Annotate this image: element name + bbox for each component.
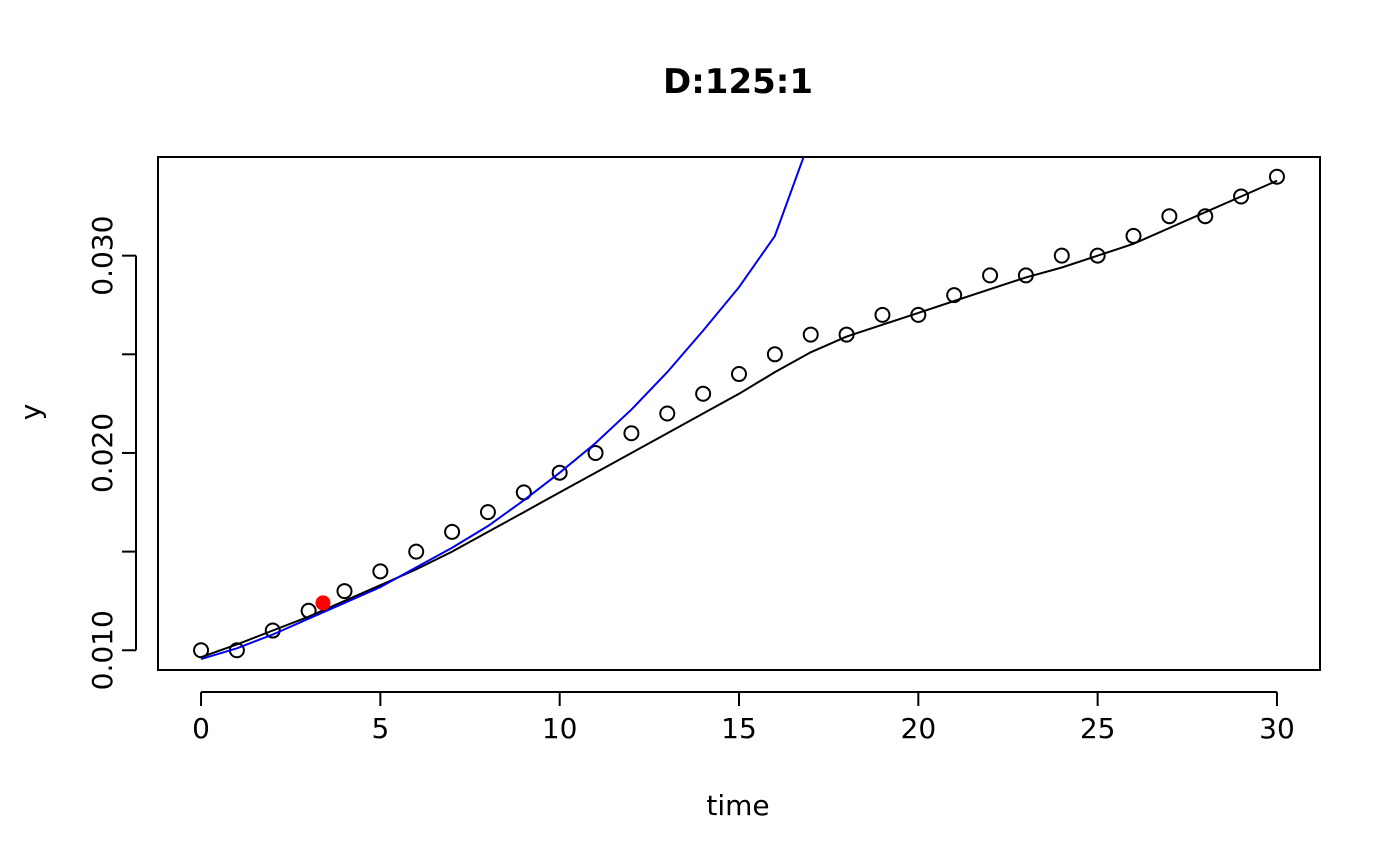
- data-point: [1161, 208, 1178, 225]
- data-point: [444, 523, 461, 540]
- x-tick-label: 5: [371, 712, 389, 745]
- data-point: [659, 405, 676, 422]
- data-point: [1053, 247, 1070, 264]
- plot-frame: [157, 156, 1321, 671]
- data-point: [1268, 168, 1285, 185]
- data-point: [874, 306, 891, 323]
- y-tick-label: 0.030: [86, 216, 119, 296]
- y-tick-label: 0.010: [86, 610, 119, 690]
- data-point: [551, 464, 568, 481]
- data-point: [623, 425, 640, 442]
- data-point: [695, 385, 712, 402]
- chart-title: D:125:1: [663, 62, 813, 102]
- data-point: [731, 366, 747, 383]
- data-point: [1233, 188, 1250, 205]
- data-point: [766, 346, 783, 363]
- data-point: [982, 267, 999, 284]
- data-point: [336, 583, 353, 600]
- max-rate-point: [315, 595, 331, 611]
- x-tick-label: 30: [1259, 712, 1295, 745]
- x-axis-label: time: [706, 789, 769, 822]
- y-tick-label: 0.020: [86, 413, 119, 493]
- data-point: [372, 563, 389, 580]
- y-axis-label: y: [14, 404, 47, 421]
- data-point: [479, 504, 496, 521]
- data-point: [946, 287, 963, 304]
- plot-region: 0 5 10 15 20 25 30 0.010 0.020 0.030: [86, 156, 1321, 745]
- x-tick-label: 15: [721, 712, 757, 745]
- x-tick-label: 0: [192, 712, 210, 745]
- data-point: [802, 326, 819, 343]
- smoothed-line: [200, 179, 1278, 659]
- x-tick-label: 10: [542, 712, 578, 745]
- data-point: [587, 444, 604, 461]
- data-point: [408, 543, 425, 560]
- x-tick-label: 25: [1080, 712, 1116, 745]
- x-tick-label: 20: [901, 712, 937, 745]
- fitted-exponential-line: [200, 157, 805, 661]
- data-point: [1089, 247, 1106, 264]
